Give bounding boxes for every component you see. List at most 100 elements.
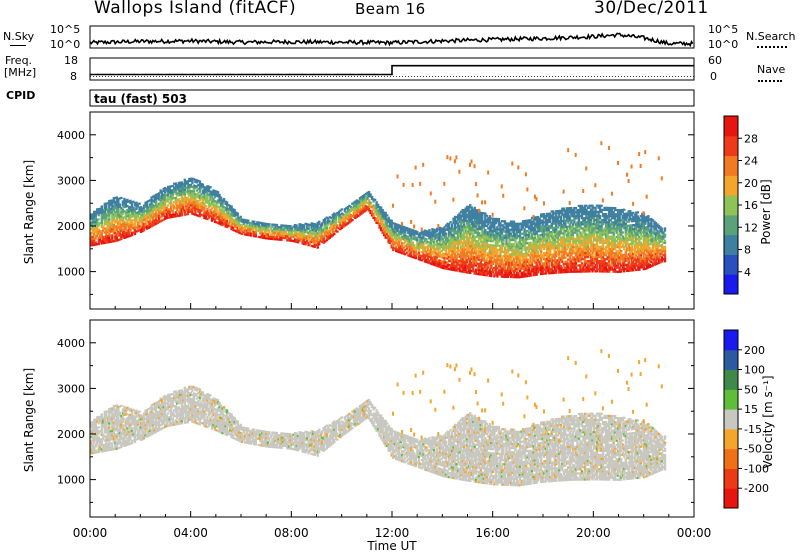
power-cell bbox=[552, 218, 555, 221]
power-cell bbox=[260, 236, 264, 239]
power-cell bbox=[479, 269, 482, 272]
power-cell bbox=[502, 224, 505, 227]
power-cell bbox=[558, 246, 561, 249]
power-cell bbox=[127, 231, 131, 234]
power-cell bbox=[237, 231, 241, 234]
power-cell bbox=[222, 222, 226, 225]
power-cell bbox=[280, 230, 283, 233]
power-cell bbox=[313, 243, 316, 246]
power-cell bbox=[385, 222, 389, 225]
power-cell bbox=[544, 251, 547, 255]
power-cell bbox=[484, 216, 487, 219]
power-cell bbox=[203, 186, 206, 189]
power-cell bbox=[574, 241, 578, 245]
power-cell bbox=[577, 208, 581, 212]
power-cell bbox=[318, 243, 321, 246]
power-cell bbox=[462, 250, 466, 253]
power-cell bbox=[219, 219, 223, 222]
power-cell bbox=[464, 232, 467, 235]
power-cell bbox=[398, 250, 401, 254]
power-cell bbox=[372, 214, 375, 217]
power-cell bbox=[407, 239, 410, 243]
power-cell bbox=[484, 255, 487, 258]
power-cell bbox=[523, 234, 526, 237]
power-cell bbox=[318, 222, 321, 225]
power-cell bbox=[512, 275, 516, 279]
power-cell bbox=[444, 265, 448, 268]
power-cell bbox=[387, 229, 390, 232]
power-cell bbox=[555, 226, 558, 229]
power-cell bbox=[511, 273, 514, 277]
power-cell bbox=[120, 209, 123, 212]
power-cell bbox=[568, 241, 572, 245]
power-cell bbox=[438, 245, 442, 248]
power-cell bbox=[100, 223, 103, 227]
power-cell bbox=[562, 271, 566, 274]
power-cell bbox=[114, 215, 117, 218]
power-cell bbox=[114, 235, 117, 238]
power-cell bbox=[538, 267, 541, 270]
power-cell bbox=[547, 251, 550, 254]
power-cell bbox=[586, 243, 590, 246]
power-cell bbox=[126, 221, 129, 224]
power-cell bbox=[185, 205, 188, 208]
power-cell bbox=[453, 221, 457, 225]
power-cell bbox=[292, 235, 295, 239]
power-cell bbox=[479, 240, 482, 243]
power-cell bbox=[535, 226, 538, 229]
power-cell bbox=[413, 250, 416, 253]
power-cell bbox=[509, 273, 513, 277]
power-cell bbox=[577, 217, 581, 220]
power-cell bbox=[408, 232, 412, 235]
power-cell bbox=[209, 204, 212, 207]
power-cell bbox=[586, 249, 590, 253]
power-cell bbox=[580, 217, 584, 220]
power-cell bbox=[416, 237, 419, 240]
power-cell bbox=[585, 241, 588, 244]
power-cell bbox=[109, 201, 113, 204]
power-cell bbox=[352, 213, 356, 217]
power-cell bbox=[234, 211, 238, 214]
power-cell bbox=[521, 220, 525, 223]
power-cell bbox=[90, 217, 93, 220]
power-cell bbox=[260, 230, 264, 233]
power-cell bbox=[153, 223, 156, 226]
power-cell bbox=[503, 236, 507, 239]
power-cell bbox=[93, 233, 96, 236]
power-cell bbox=[473, 251, 476, 255]
power-cell bbox=[576, 231, 579, 234]
power-cell bbox=[544, 221, 547, 224]
power-cell bbox=[428, 253, 431, 256]
power-cell bbox=[144, 220, 147, 223]
power-cell bbox=[487, 260, 490, 263]
power-cell bbox=[449, 253, 452, 257]
power-cell bbox=[502, 250, 505, 254]
power-cell bbox=[185, 198, 188, 202]
power-cell bbox=[558, 255, 561, 258]
power-cell bbox=[157, 196, 161, 199]
power-cell bbox=[550, 210, 553, 213]
power-cell bbox=[473, 260, 476, 263]
power-cell bbox=[278, 232, 282, 235]
power-cell bbox=[559, 244, 563, 247]
power-cell bbox=[564, 268, 567, 272]
power-cell bbox=[287, 237, 291, 240]
power-cell bbox=[500, 224, 504, 227]
power-cell bbox=[322, 241, 325, 244]
power-cell bbox=[541, 229, 544, 232]
power-cell bbox=[363, 206, 366, 209]
power-cell bbox=[106, 212, 110, 215]
power-cell bbox=[215, 215, 218, 218]
power-cell bbox=[518, 241, 522, 244]
power-cell bbox=[517, 224, 520, 228]
power-cell bbox=[535, 263, 538, 266]
power-cell bbox=[514, 237, 517, 240]
power-cell bbox=[472, 214, 475, 218]
power-cell bbox=[108, 214, 111, 217]
freq-tick-top: 18 bbox=[64, 54, 78, 67]
power-cell bbox=[121, 222, 125, 226]
power-cell bbox=[449, 243, 452, 246]
power-cell bbox=[511, 234, 514, 238]
power-cell bbox=[150, 223, 153, 226]
power-cell bbox=[408, 250, 412, 253]
